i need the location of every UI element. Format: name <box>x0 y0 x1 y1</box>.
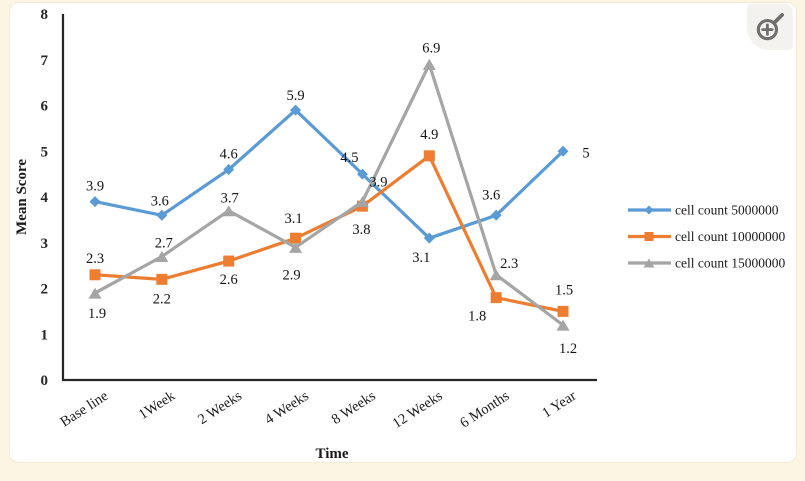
data-label: 2.3 <box>500 256 518 272</box>
series-1-marker <box>290 232 302 244</box>
data-label: 1.2 <box>559 341 577 357</box>
data-label: 2.3 <box>86 251 104 267</box>
data-label: 1.9 <box>88 306 106 322</box>
legend-label: cell count 5000000 <box>675 203 779 218</box>
legend-marker <box>644 232 654 241</box>
series-2-marker <box>88 287 102 299</box>
y-tick-label: 1 <box>41 327 49 343</box>
series-2-marker <box>355 196 369 208</box>
data-label: 2.7 <box>155 235 173 251</box>
y-tick-label: 8 <box>41 7 49 23</box>
data-label: 3.7 <box>221 191 239 207</box>
series-2-marker <box>289 241 303 253</box>
data-label: 4.5 <box>340 150 358 166</box>
x-tick-label: 6 Months <box>457 388 512 432</box>
series-line-2 <box>94 62 564 327</box>
zoom-button[interactable] <box>747 4 793 50</box>
series-line-0 <box>94 108 565 240</box>
x-tick-label: 2 Weeks <box>195 388 245 428</box>
series-1-marker <box>423 150 435 162</box>
y-tick-label: 5 <box>41 144 49 160</box>
data-label: 3.1 <box>285 211 303 227</box>
data-label: 3.1 <box>412 250 430 266</box>
series-0-marker <box>156 209 168 221</box>
x-tick-label: 1Week <box>136 388 179 424</box>
data-label: 2.6 <box>220 272 238 288</box>
series-0-marker <box>290 104 302 116</box>
x-tick-label: 12 Weeks <box>390 388 446 432</box>
legend-marker <box>643 258 655 268</box>
data-label: 1.8 <box>468 309 486 325</box>
data-label: 6.9 <box>422 40 440 56</box>
series-2-marker <box>222 205 236 217</box>
x-tick-label: 1 Year <box>539 388 579 422</box>
y-tick-label: 2 <box>41 282 49 298</box>
series-line-1 <box>94 154 564 313</box>
data-label: 3.6 <box>482 187 500 203</box>
data-label: 5 <box>582 145 589 161</box>
data-label: 3.9 <box>369 175 387 191</box>
legend-marker <box>644 205 654 215</box>
x-tick-label: Base line <box>58 388 112 431</box>
series-0-marker <box>423 232 435 244</box>
data-label: 1.5 <box>555 282 573 298</box>
series-1-marker <box>89 269 101 281</box>
data-label: 3.9 <box>86 179 104 195</box>
series-1-marker <box>557 305 569 317</box>
series-2-marker <box>422 58 436 70</box>
data-label: 2.9 <box>283 267 301 283</box>
y-tick-label: 7 <box>41 53 49 69</box>
series-0-marker <box>89 196 101 208</box>
series-0-marker <box>223 164 235 176</box>
x-axis-title: Time <box>315 446 348 462</box>
series-0-marker <box>490 209 502 221</box>
series-1-marker <box>223 255 235 267</box>
series-1-marker <box>156 273 168 285</box>
y-tick-label: 0 <box>41 373 49 389</box>
data-label: 3.8 <box>352 222 370 238</box>
chart-card <box>9 2 797 463</box>
legend-label: cell count 10000000 <box>675 229 785 244</box>
series-2-marker <box>556 319 570 331</box>
series-1-marker <box>490 292 502 304</box>
y-tick-label: 6 <box>41 99 49 115</box>
series-0-marker <box>557 145 569 157</box>
x-tick-label: 4 Weeks <box>262 388 312 428</box>
data-label: 5.9 <box>287 88 305 104</box>
y-tick-label: 4 <box>41 190 49 206</box>
series-2-marker <box>489 269 503 281</box>
series-0-marker <box>356 168 368 180</box>
data-label: 3.6 <box>151 193 169 209</box>
y-tick-label: 3 <box>41 236 49 252</box>
legend-label: cell count 15000000 <box>675 256 785 271</box>
data-label: 4.9 <box>420 127 438 143</box>
data-label: 4.6 <box>220 147 238 163</box>
y-axis-title: Mean Score <box>14 159 30 235</box>
zoom-in-icon <box>756 13 784 41</box>
series-2-marker <box>155 250 169 262</box>
x-tick-label: 8 Weeks <box>329 388 379 428</box>
data-label: 2.2 <box>153 291 171 307</box>
